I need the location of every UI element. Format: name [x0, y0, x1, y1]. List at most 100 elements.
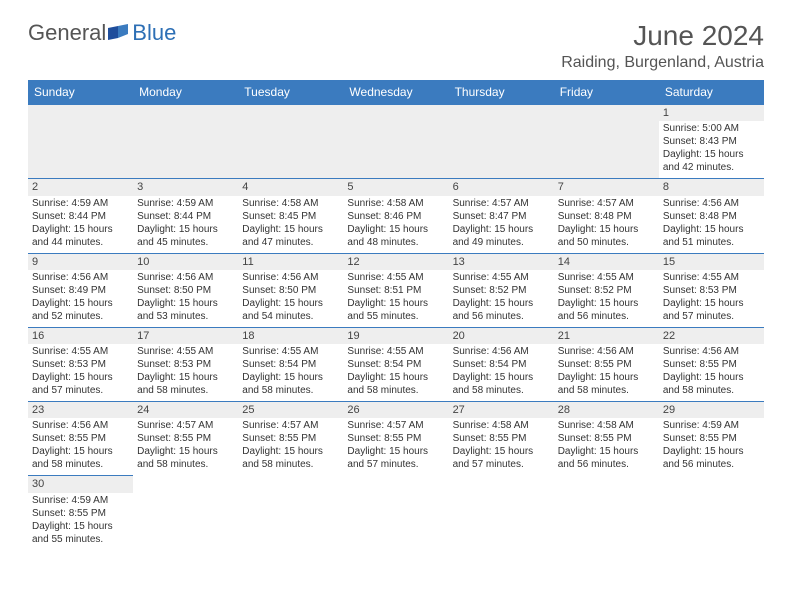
cell-sunrise: Sunrise: 4:57 AM — [347, 419, 444, 432]
cell-daylight1: Daylight: 15 hours — [558, 223, 655, 236]
day-number: 23 — [28, 402, 133, 418]
day-cell: 20Sunrise: 4:56 AMSunset: 8:54 PMDayligh… — [449, 327, 554, 401]
day-number: 26 — [343, 402, 448, 418]
day-number: 10 — [133, 254, 238, 270]
day-number: 28 — [554, 402, 659, 418]
cell-daylight2: and 56 minutes. — [453, 310, 550, 323]
cell-daylight1: Daylight: 15 hours — [137, 371, 234, 384]
day-cell — [554, 476, 659, 550]
cell-sunset: Sunset: 8:55 PM — [663, 358, 760, 371]
cell-daylight2: and 47 minutes. — [242, 236, 339, 249]
cell-daylight2: and 44 minutes. — [32, 236, 129, 249]
day-cell: 8Sunrise: 4:56 AMSunset: 8:48 PMDaylight… — [659, 179, 764, 253]
day-cell: 2Sunrise: 4:59 AMSunset: 8:44 PMDaylight… — [28, 179, 133, 253]
cell-daylight2: and 57 minutes. — [32, 384, 129, 397]
day-cell — [659, 476, 764, 550]
cell-daylight2: and 51 minutes. — [663, 236, 760, 249]
cell-daylight2: and 58 minutes. — [347, 384, 444, 397]
weekday-wednesday: Wednesday — [343, 80, 448, 105]
weekday-sunday: Sunday — [28, 80, 133, 105]
cell-sunset: Sunset: 8:55 PM — [663, 432, 760, 445]
cell-daylight1: Daylight: 15 hours — [663, 297, 760, 310]
cell-sunrise: Sunrise: 4:55 AM — [32, 345, 129, 358]
day-cell: 11Sunrise: 4:56 AMSunset: 8:50 PMDayligh… — [238, 253, 343, 327]
day-number: 6 — [449, 179, 554, 195]
day-cell: 23Sunrise: 4:56 AMSunset: 8:55 PMDayligh… — [28, 402, 133, 476]
cell-sunset: Sunset: 8:55 PM — [453, 432, 550, 445]
cell-sunset: Sunset: 8:50 PM — [242, 284, 339, 297]
cell-daylight2: and 56 minutes. — [663, 458, 760, 471]
cell-sunrise: Sunrise: 4:55 AM — [663, 271, 760, 284]
day-number: 5 — [343, 179, 448, 195]
cell-sunrise: Sunrise: 4:56 AM — [242, 271, 339, 284]
day-number: 12 — [343, 254, 448, 270]
table-row: 30Sunrise: 4:59 AMSunset: 8:55 PMDayligh… — [28, 476, 764, 550]
day-cell: 1Sunrise: 5:00 AMSunset: 8:43 PMDaylight… — [659, 105, 764, 179]
cell-daylight2: and 42 minutes. — [663, 161, 760, 174]
day-cell: 13Sunrise: 4:55 AMSunset: 8:52 PMDayligh… — [449, 253, 554, 327]
cell-sunset: Sunset: 8:55 PM — [242, 432, 339, 445]
day-cell — [343, 105, 448, 179]
day-cell: 16Sunrise: 4:55 AMSunset: 8:53 PMDayligh… — [28, 327, 133, 401]
cell-sunset: Sunset: 8:52 PM — [453, 284, 550, 297]
table-row: 16Sunrise: 4:55 AMSunset: 8:53 PMDayligh… — [28, 327, 764, 401]
cell-daylight1: Daylight: 15 hours — [663, 223, 760, 236]
cell-sunset: Sunset: 8:55 PM — [32, 507, 129, 520]
cell-daylight1: Daylight: 15 hours — [32, 520, 129, 533]
day-number: 14 — [554, 254, 659, 270]
day-cell — [133, 105, 238, 179]
cell-daylight2: and 52 minutes. — [32, 310, 129, 323]
cell-daylight2: and 58 minutes. — [558, 384, 655, 397]
cell-sunrise: Sunrise: 4:55 AM — [347, 271, 444, 284]
day-cell: 3Sunrise: 4:59 AMSunset: 8:44 PMDaylight… — [133, 179, 238, 253]
cell-daylight1: Daylight: 15 hours — [32, 297, 129, 310]
day-number: 25 — [238, 402, 343, 418]
location: Raiding, Burgenland, Austria — [561, 54, 764, 72]
cell-sunrise: Sunrise: 4:56 AM — [663, 197, 760, 210]
day-number: 27 — [449, 402, 554, 418]
cell-sunset: Sunset: 8:51 PM — [347, 284, 444, 297]
cell-sunrise: Sunrise: 4:56 AM — [32, 419, 129, 432]
day-cell: 22Sunrise: 4:56 AMSunset: 8:55 PMDayligh… — [659, 327, 764, 401]
table-row: 1Sunrise: 5:00 AMSunset: 8:43 PMDaylight… — [28, 105, 764, 179]
cell-daylight2: and 58 minutes. — [453, 384, 550, 397]
weekday-tuesday: Tuesday — [238, 80, 343, 105]
logo-text-blue: Blue — [132, 20, 176, 46]
day-cell: 12Sunrise: 4:55 AMSunset: 8:51 PMDayligh… — [343, 253, 448, 327]
cell-daylight2: and 58 minutes. — [242, 458, 339, 471]
cell-sunrise: Sunrise: 4:59 AM — [663, 419, 760, 432]
cell-sunrise: Sunrise: 4:55 AM — [137, 345, 234, 358]
day-number: 29 — [659, 402, 764, 418]
cell-sunrise: Sunrise: 4:57 AM — [137, 419, 234, 432]
cell-sunset: Sunset: 8:55 PM — [558, 358, 655, 371]
cell-daylight2: and 58 minutes. — [137, 384, 234, 397]
day-cell: 9Sunrise: 4:56 AMSunset: 8:49 PMDaylight… — [28, 253, 133, 327]
weekday-saturday: Saturday — [659, 80, 764, 105]
cell-sunrise: Sunrise: 4:59 AM — [32, 494, 129, 507]
cell-daylight2: and 45 minutes. — [137, 236, 234, 249]
cell-daylight1: Daylight: 15 hours — [663, 148, 760, 161]
cell-sunset: Sunset: 8:48 PM — [663, 210, 760, 223]
cell-daylight1: Daylight: 15 hours — [558, 297, 655, 310]
cell-sunset: Sunset: 8:55 PM — [137, 432, 234, 445]
logo: General Blue — [28, 20, 176, 46]
cell-sunset: Sunset: 8:47 PM — [453, 210, 550, 223]
cell-sunset: Sunset: 8:53 PM — [137, 358, 234, 371]
day-number: 13 — [449, 254, 554, 270]
day-number: 7 — [554, 179, 659, 195]
day-number: 17 — [133, 328, 238, 344]
table-row: 23Sunrise: 4:56 AMSunset: 8:55 PMDayligh… — [28, 402, 764, 476]
cell-sunrise: Sunrise: 4:58 AM — [453, 419, 550, 432]
cell-sunrise: Sunrise: 4:58 AM — [558, 419, 655, 432]
cell-daylight1: Daylight: 15 hours — [347, 371, 444, 384]
cell-sunrise: Sunrise: 4:59 AM — [137, 197, 234, 210]
cell-daylight2: and 56 minutes. — [558, 310, 655, 323]
cell-sunset: Sunset: 8:45 PM — [242, 210, 339, 223]
cell-daylight1: Daylight: 15 hours — [137, 223, 234, 236]
cell-sunrise: Sunrise: 4:57 AM — [242, 419, 339, 432]
cell-daylight2: and 50 minutes. — [558, 236, 655, 249]
cell-sunset: Sunset: 8:43 PM — [663, 135, 760, 148]
day-cell — [238, 105, 343, 179]
cell-daylight1: Daylight: 15 hours — [242, 297, 339, 310]
cell-daylight2: and 57 minutes. — [663, 310, 760, 323]
